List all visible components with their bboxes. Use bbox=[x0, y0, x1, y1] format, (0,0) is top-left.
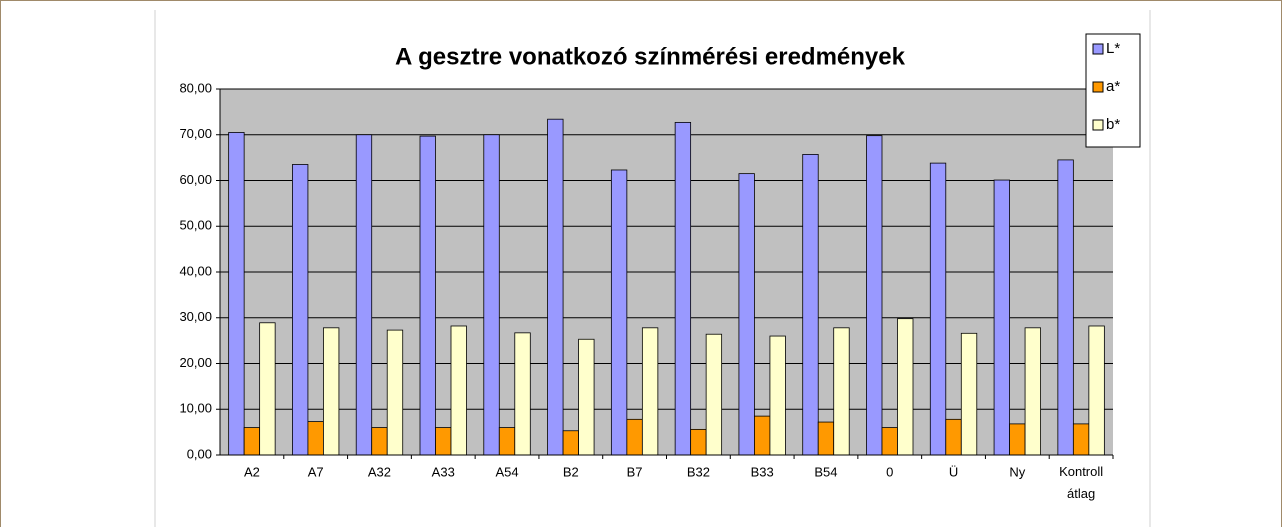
bar bbox=[1088, 325, 1105, 456]
bar bbox=[450, 325, 467, 456]
bar bbox=[769, 335, 786, 456]
x-tick-label: A33 bbox=[432, 464, 455, 479]
bar bbox=[960, 332, 978, 456]
y-tick-label: 20,00 bbox=[179, 355, 212, 370]
bar bbox=[802, 154, 819, 456]
bar bbox=[738, 173, 755, 456]
y-tick-label: 60,00 bbox=[179, 172, 212, 187]
bar bbox=[754, 415, 771, 456]
bar bbox=[833, 327, 850, 456]
bar bbox=[307, 421, 324, 456]
bar bbox=[371, 427, 388, 456]
bar bbox=[498, 427, 516, 456]
x-tick-label: A7 bbox=[308, 464, 324, 479]
bar bbox=[674, 121, 692, 456]
bar bbox=[419, 135, 436, 456]
legend-label: b* bbox=[1106, 116, 1120, 133]
y-tick-label: 40,00 bbox=[179, 263, 212, 278]
y-tick-label: 50,00 bbox=[179, 218, 212, 233]
bar bbox=[483, 134, 500, 456]
x-tick-label: Ny bbox=[1009, 464, 1025, 479]
x-tick-label: B7 bbox=[627, 464, 643, 479]
legend-swatch bbox=[1092, 81, 1104, 93]
x-tick-label: Kontroll átlag bbox=[1059, 464, 1103, 501]
bar bbox=[1072, 423, 1090, 456]
bar bbox=[435, 427, 452, 456]
x-tick-label: 0 bbox=[886, 464, 893, 479]
x-tick-label: A32 bbox=[368, 464, 391, 479]
bar bbox=[1057, 159, 1074, 456]
bar bbox=[323, 327, 340, 456]
bar bbox=[292, 164, 309, 456]
bar bbox=[641, 327, 659, 456]
bar bbox=[881, 427, 898, 456]
x-tick-label: Ü bbox=[949, 464, 958, 479]
bar bbox=[945, 418, 962, 456]
bar bbox=[547, 118, 564, 456]
x-tick-label: B32 bbox=[687, 464, 710, 479]
y-tick-label: 0,00 bbox=[187, 446, 212, 461]
legend-label: a* bbox=[1106, 78, 1120, 95]
bar bbox=[817, 421, 835, 456]
x-tick-label: B2 bbox=[563, 464, 579, 479]
y-tick-label: 80,00 bbox=[179, 80, 212, 95]
legend-label: L* bbox=[1106, 40, 1120, 57]
bar bbox=[866, 135, 883, 456]
bar bbox=[386, 329, 404, 456]
bar bbox=[690, 428, 707, 456]
bar bbox=[228, 132, 245, 456]
bar bbox=[929, 162, 947, 456]
y-tick-label: 10,00 bbox=[179, 401, 212, 416]
bar bbox=[993, 179, 1010, 456]
y-tick-label: 30,00 bbox=[179, 309, 212, 324]
legend-swatch bbox=[1092, 43, 1104, 55]
x-tick-label: B54 bbox=[814, 464, 837, 479]
bar bbox=[259, 322, 276, 456]
x-tick-label: B33 bbox=[751, 464, 774, 479]
x-tick-label: A54 bbox=[495, 464, 518, 479]
bar bbox=[705, 333, 723, 456]
bar bbox=[897, 318, 914, 456]
chart-title: A gesztre vonatkozó színmérési eredménye… bbox=[395, 43, 906, 70]
bar bbox=[355, 134, 373, 456]
bar bbox=[243, 427, 261, 456]
bar bbox=[578, 338, 595, 456]
legend-swatch bbox=[1092, 119, 1104, 131]
bar bbox=[1024, 327, 1041, 456]
bar bbox=[514, 332, 531, 456]
bar bbox=[626, 418, 643, 456]
x-tick-label: A2 bbox=[244, 464, 260, 479]
bar bbox=[562, 430, 579, 456]
bar bbox=[610, 169, 628, 456]
bar bbox=[1009, 423, 1026, 456]
y-tick-label: 70,00 bbox=[179, 126, 212, 141]
